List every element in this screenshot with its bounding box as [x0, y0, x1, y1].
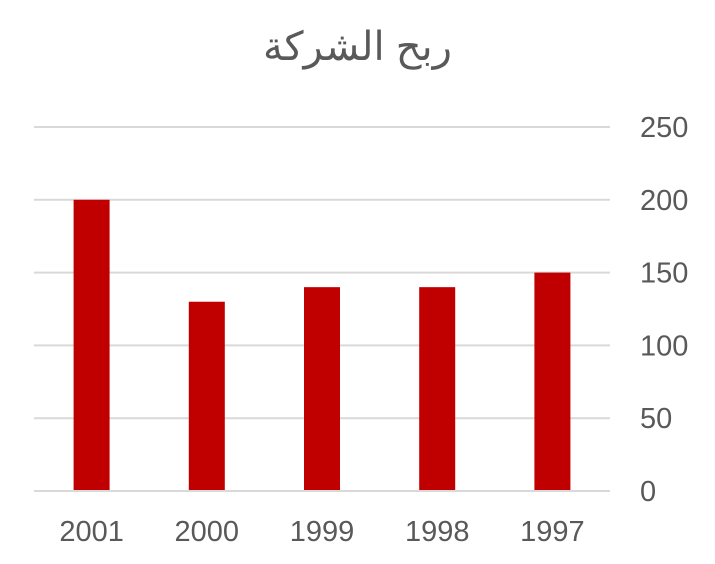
y-tick-label: 100 — [640, 330, 688, 362]
y-tick-label: 250 — [640, 112, 688, 144]
bar-1999 — [304, 287, 340, 491]
y-tick-label: 200 — [640, 185, 688, 217]
bar-2001 — [73, 199, 110, 492]
y-tick-label: 0 — [640, 476, 656, 508]
x-tick-label: 2001 — [59, 516, 124, 548]
x-tick-label: 1998 — [405, 516, 470, 548]
y-tick-label: 50 — [640, 403, 672, 435]
y-tick-label: 150 — [640, 258, 688, 290]
x-tick-label: 1999 — [290, 516, 355, 548]
x-tick-label: 2000 — [175, 516, 240, 548]
bar-1998 — [419, 287, 456, 491]
bar-2000 — [188, 301, 225, 491]
bar-1997 — [534, 272, 571, 491]
chart-title: ربح الشركة — [263, 25, 452, 69]
x-tick-label: 1997 — [520, 516, 585, 548]
